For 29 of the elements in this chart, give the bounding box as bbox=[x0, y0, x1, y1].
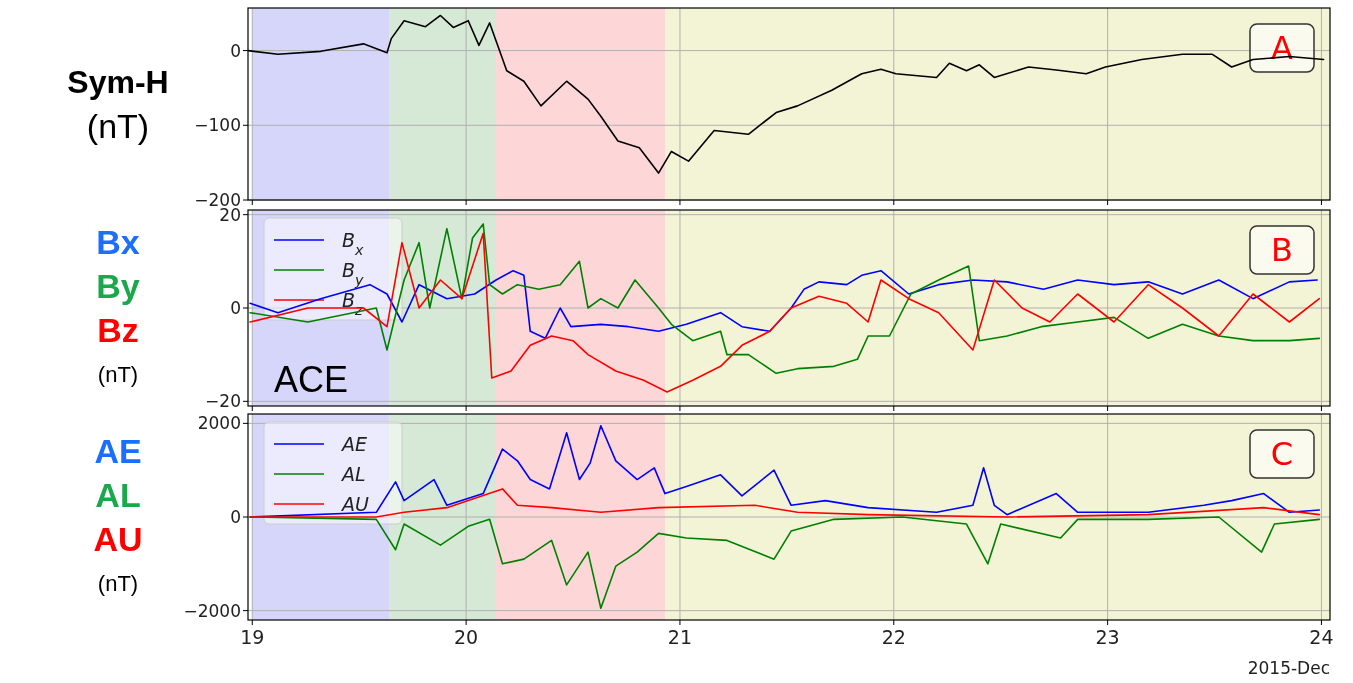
legend-label: AL bbox=[340, 462, 366, 485]
x-axis-title: 2015-Dec bbox=[1247, 658, 1330, 678]
annotation: ACE bbox=[274, 359, 349, 400]
legend-label: B$_{z}$ bbox=[342, 288, 364, 318]
legend-label: B$_{x}$ bbox=[342, 228, 365, 258]
x-tick-label: 23 bbox=[1095, 626, 1120, 648]
y-tick-label: 0 bbox=[230, 40, 241, 61]
x-tick-label: 21 bbox=[667, 626, 693, 648]
x-tick-label: 20 bbox=[454, 626, 479, 648]
annotation: C bbox=[1270, 435, 1294, 474]
y-tick-label: −2000 bbox=[183, 600, 241, 621]
line-series bbox=[249, 488, 1321, 518]
y-tick-label: 0 bbox=[230, 506, 241, 527]
y-tick-label: 0 bbox=[230, 297, 241, 318]
legend-label: B$_{y}$ bbox=[342, 258, 365, 288]
y-axis-title: Sym-H (nT) bbox=[67, 64, 169, 145]
legend-label: AU bbox=[340, 492, 369, 515]
legend-label: AE bbox=[340, 432, 368, 455]
y-tick-label: −100 bbox=[194, 115, 241, 136]
y-axis-title: Bx By Bz (nT) bbox=[96, 222, 140, 387]
x-tick-label: 19 bbox=[240, 626, 265, 648]
x-tick-label: 22 bbox=[881, 626, 906, 648]
y-tick-label: −20 bbox=[205, 391, 241, 412]
x-tick-label: 24 bbox=[1309, 626, 1334, 648]
annotation: A bbox=[1271, 29, 1294, 68]
annotation: B bbox=[1271, 231, 1293, 270]
line-series bbox=[249, 232, 1321, 393]
y-axis-title: AE AL AU (nT) bbox=[93, 431, 143, 596]
y-tick-label: 2000 bbox=[197, 413, 241, 434]
